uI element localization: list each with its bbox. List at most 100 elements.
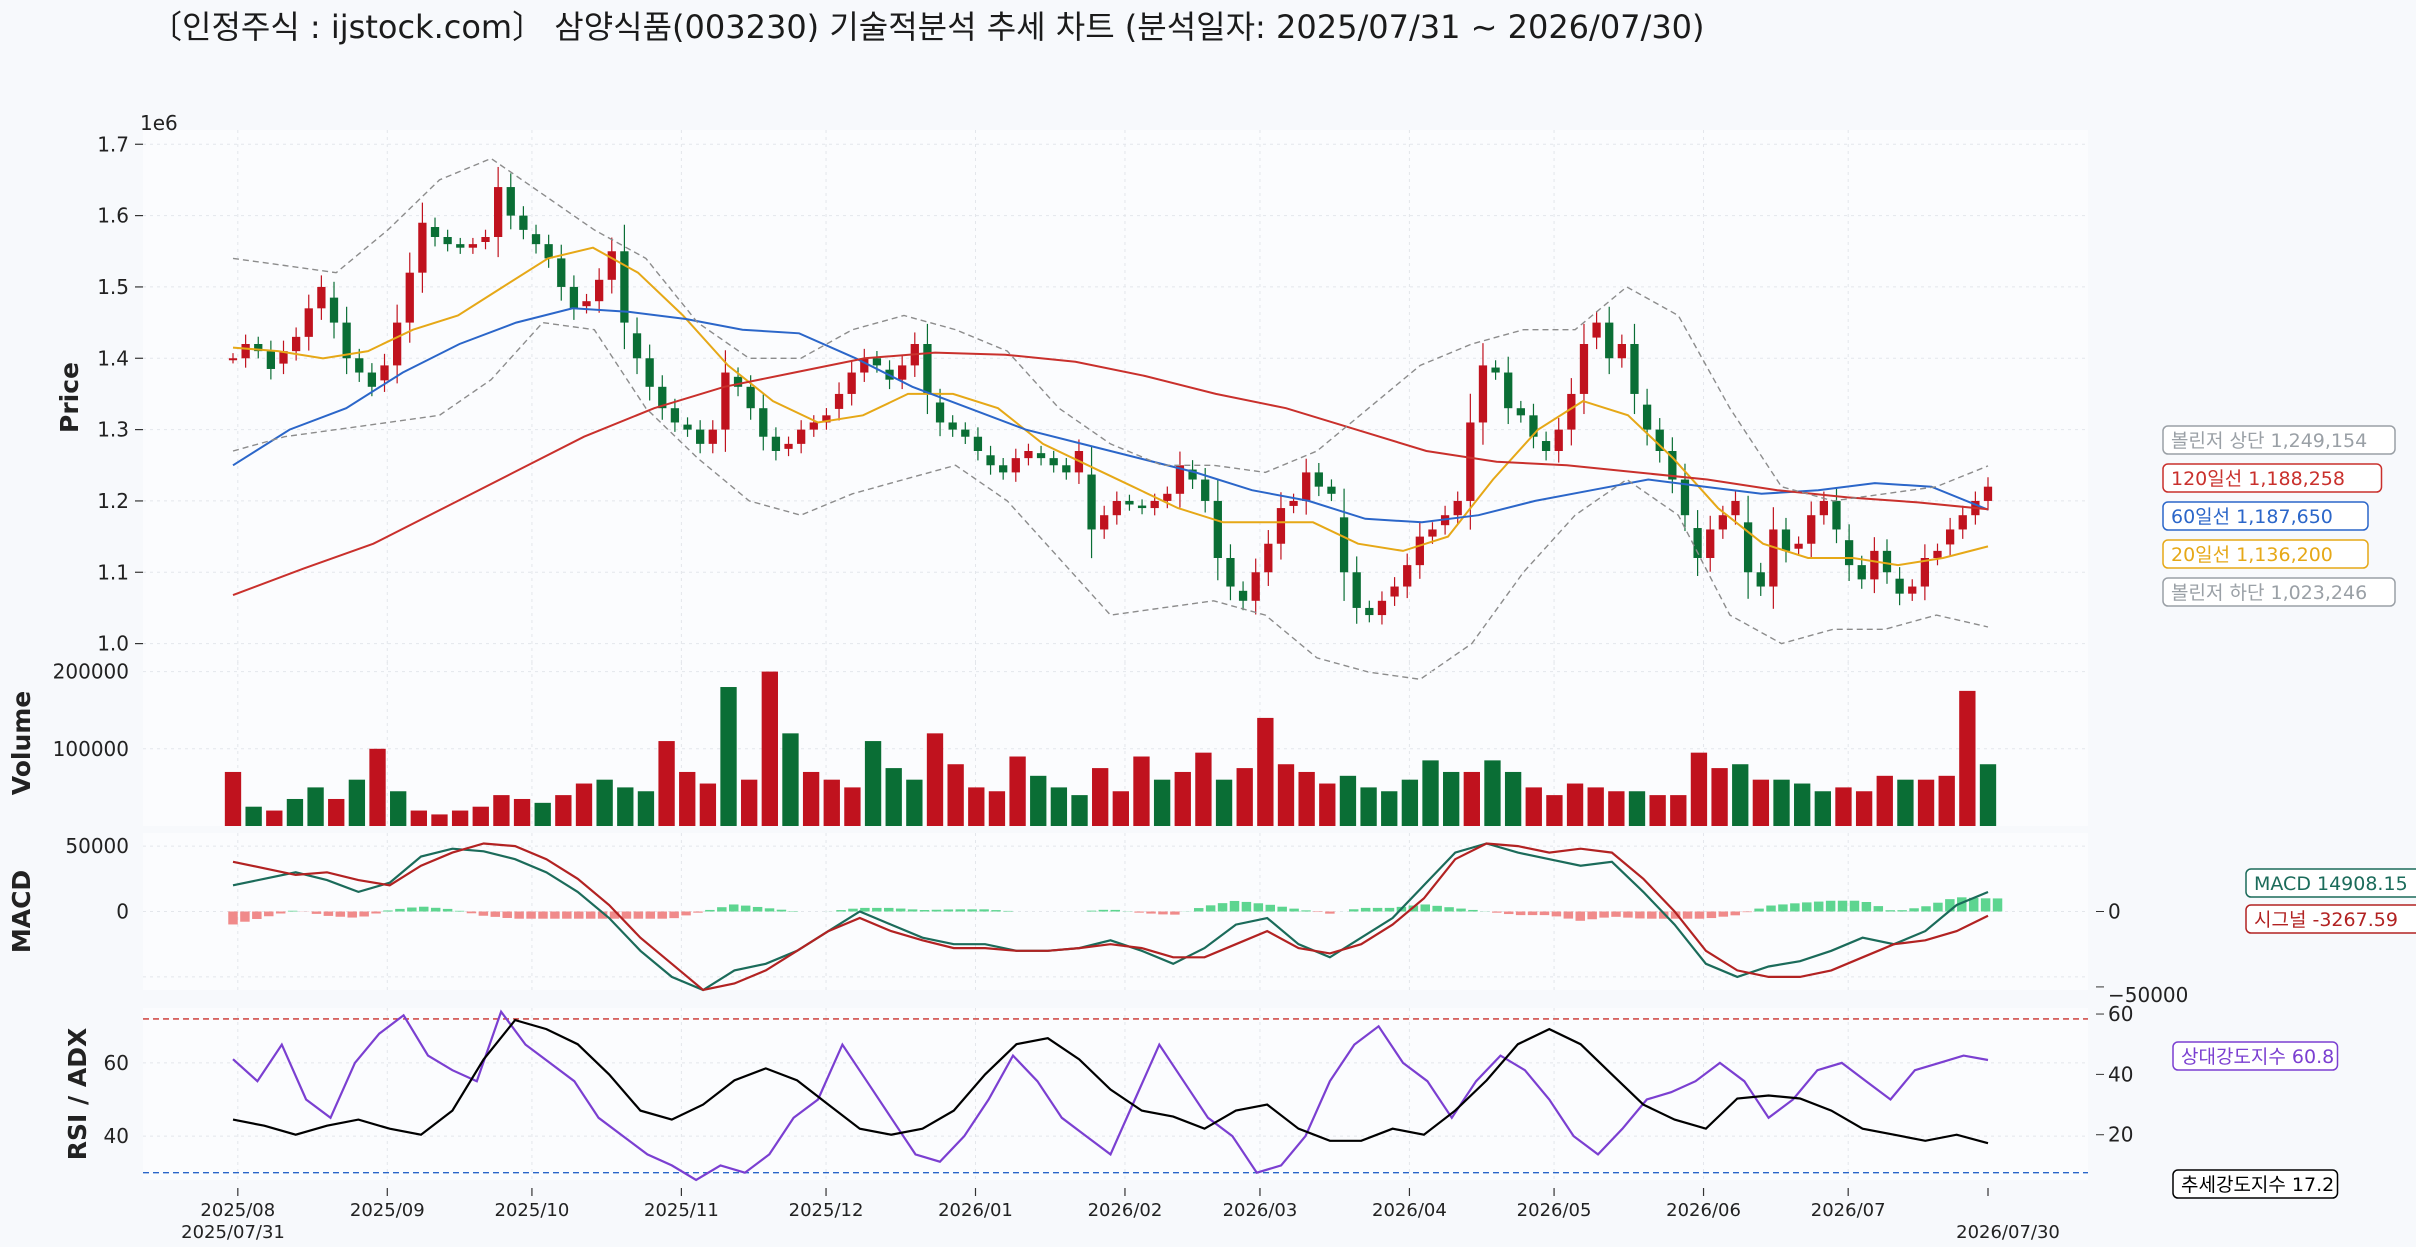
volume-bar (1773, 779, 1790, 826)
price-series-line-2 (232, 351, 1989, 597)
macd-histogram-bar (1241, 901, 1252, 912)
macd-histogram-bar (371, 911, 381, 914)
rsi-legend-item-box (2172, 1041, 2339, 1071)
candle-body (923, 344, 932, 394)
volume-bar (1897, 779, 1914, 826)
candle-body (1428, 529, 1437, 537)
price-series-line-0 (232, 246, 1989, 567)
price-legend-item: 20일선 1,136,200 (2171, 544, 2333, 566)
volume-bar (348, 779, 366, 826)
candle-body (418, 222, 427, 273)
macd-histogram-bar (287, 910, 298, 912)
candle-body (759, 408, 768, 437)
volume-bar (1732, 764, 1749, 826)
volume-bar (1752, 779, 1770, 826)
price-y-tick-label: 1.1 (97, 560, 129, 584)
volume-bar (1628, 791, 1646, 826)
macd-histogram-bar (1670, 911, 1681, 919)
macd-histogram-bar (1802, 902, 1812, 912)
candle-body (1213, 500, 1222, 558)
macd-series-line-0 (232, 842, 1989, 992)
volume-bar (679, 771, 696, 826)
macd-histogram-bar (1563, 911, 1574, 919)
volume-bar (307, 787, 324, 826)
macd-right-tick-label: −50000 (2108, 983, 2188, 1007)
adx-legend-item-box (2172, 1169, 2339, 1199)
macd-histogram-bar (872, 907, 882, 912)
macd-histogram-bar (1432, 905, 1442, 912)
volume-bar (1876, 775, 1893, 826)
macd-histogram-bar (979, 909, 989, 912)
candle-body (557, 258, 566, 287)
candle-body (771, 436, 781, 451)
macd-histogram-bar (1825, 900, 1836, 912)
macd-histogram-bar (1146, 911, 1156, 914)
macd-histogram-bar (1790, 903, 1800, 912)
macd-y-tick-label: 50000 (65, 834, 129, 858)
candle-body (607, 251, 616, 280)
macd-histogram-bar (1778, 904, 1788, 912)
macd-histogram-bar (633, 911, 644, 919)
volume-bar (1649, 795, 1666, 826)
price-y-tick-label: 1.4 (97, 346, 129, 370)
macd-histogram-bar (1313, 911, 1323, 913)
candle-body (1466, 422, 1475, 501)
macd-histogram-bar (359, 911, 369, 917)
candle-body (784, 443, 793, 449)
volume-bar (1835, 787, 1852, 826)
volume-bar (390, 791, 407, 826)
volume-bar (1030, 775, 1047, 826)
macd-histogram-bar (478, 911, 489, 916)
macd-y-tick-label: 0 (116, 900, 129, 924)
candle-body (809, 422, 818, 430)
macd-legend-item: 시그널 -3267.59 (2254, 909, 2398, 931)
volume-bar (1257, 717, 1274, 826)
price-legend-item-box (2162, 463, 2383, 493)
x-tick-label: 2026/06 (1666, 1200, 1741, 1221)
volume-bar (926, 733, 944, 826)
volume-bar (1794, 783, 1811, 826)
candle-body (1504, 372, 1513, 409)
rsi-y-axis-label: RSI / ADX (63, 1028, 92, 1160)
macd-histogram-bar (1885, 910, 1895, 912)
price-series-line-3 (232, 157, 1989, 502)
candle-body (1163, 493, 1172, 501)
macd-histogram-bar (597, 911, 608, 919)
volume-bar (1215, 779, 1233, 826)
macd-histogram-bar (538, 911, 548, 919)
candle-body (1554, 429, 1563, 451)
macd-histogram-bar (419, 906, 429, 912)
volume-bar (1277, 764, 1295, 826)
macd-histogram-bar (1730, 911, 1740, 916)
macd-histogram-bar (383, 910, 393, 912)
volume-bar (1670, 795, 1687, 826)
volume-bar (1463, 771, 1480, 826)
candle-body (1201, 479, 1210, 501)
macd-histogram-bar (1110, 909, 1121, 912)
candle-body (935, 402, 945, 423)
candle-body (494, 187, 503, 237)
candle-body (872, 358, 882, 366)
volume-bar (1195, 752, 1212, 826)
volume-bar (782, 733, 799, 826)
macd-histogram-bar (466, 911, 477, 914)
macd-histogram-bar (1575, 911, 1585, 921)
candle-body (1680, 479, 1690, 516)
macd-histogram-bar (705, 909, 715, 912)
macd-histogram-bar (645, 911, 656, 919)
candle-body (1807, 515, 1816, 544)
volume-bar (1422, 760, 1439, 826)
candle-body (1112, 500, 1121, 516)
candle-body (1339, 517, 1349, 573)
macd-histogram-bar (1515, 911, 1526, 916)
candle-body (1819, 500, 1829, 516)
volume-y-tick-label: 100000 (53, 737, 129, 761)
plot-area-price (143, 130, 2088, 665)
candle-body (266, 351, 276, 369)
candle-body (1529, 415, 1538, 437)
macd-histogram-bar (1873, 906, 1884, 912)
candle-body (1567, 393, 1576, 430)
macd-histogram-bar (752, 906, 763, 912)
candle-body (228, 358, 238, 361)
macd-histogram-bar (1837, 900, 1848, 912)
